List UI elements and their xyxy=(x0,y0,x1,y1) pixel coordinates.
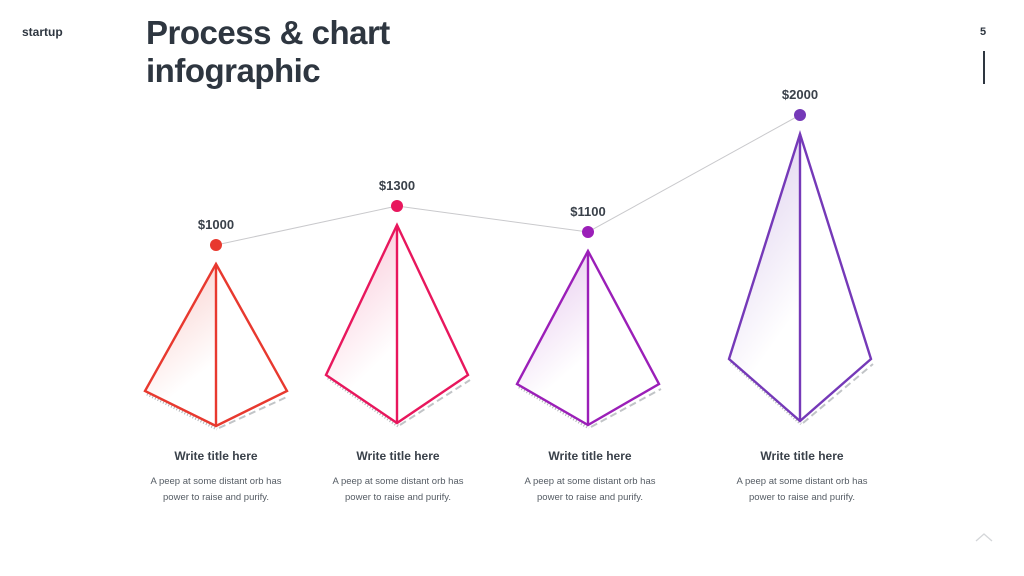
page-number-divider xyxy=(983,51,985,84)
item-body-3: A peep at some distant orb has power to … xyxy=(500,474,680,506)
pyramid-shadow-right-4 xyxy=(802,363,874,424)
item-caption-2: Write title here A peep at some distant … xyxy=(308,449,488,506)
item-body-1: A peep at some distant orb has power to … xyxy=(126,474,306,506)
item-body-1-line-1: A peep at some distant orb has xyxy=(150,476,282,487)
data-point-2 xyxy=(391,200,403,212)
series-line xyxy=(215,114,801,246)
data-label-3: $1100 xyxy=(570,204,605,219)
pyramid-shadow-right-3 xyxy=(590,388,662,428)
data-point-4 xyxy=(794,109,806,121)
pyramid-face-2 xyxy=(326,225,397,423)
pyramid-shadow-left-2 xyxy=(327,376,399,428)
item-title-1: Write title here xyxy=(174,449,258,463)
item-body-2-line-2: power to raise and purify. xyxy=(345,492,451,503)
item-body-2: A peep at some distant orb has power to … xyxy=(308,474,488,506)
pyramid-face-4 xyxy=(729,134,800,421)
item-body-4-line-2: power to raise and purify. xyxy=(749,492,855,503)
pyramid-shadow-right-1 xyxy=(218,395,290,429)
item-body-1-line-2: power to raise and purify. xyxy=(163,492,269,503)
pyramid-shadow-left-1 xyxy=(146,392,218,431)
data-point-3 xyxy=(582,226,594,238)
item-title-3: Write title here xyxy=(548,449,632,463)
data-point-1 xyxy=(210,239,222,251)
item-caption-1: Write title here A peep at some distant … xyxy=(126,449,306,506)
data-label-2: $1300 xyxy=(379,178,415,193)
page-number: 5 xyxy=(979,26,987,38)
pyramid-face-1 xyxy=(145,264,216,426)
item-title-4: Write title here xyxy=(760,449,844,463)
chevron-up-icon[interactable] xyxy=(974,531,994,543)
item-body-4: A peep at some distant orb has power to … xyxy=(712,474,892,506)
brand-name: startup xyxy=(22,25,63,39)
page-title: Process & chart infographic xyxy=(146,14,390,90)
page-title-line-1: Process & chart xyxy=(146,14,390,51)
data-label-1: $1000 xyxy=(198,217,234,232)
item-body-3-line-1: A peep at some distant orb has xyxy=(524,476,656,487)
item-body-3-line-2: power to raise and purify. xyxy=(537,492,643,503)
data-label-4: $2000 xyxy=(782,87,818,102)
item-caption-3: Write title here A peep at some distant … xyxy=(500,449,680,506)
item-body-4-line-1: A peep at some distant orb has xyxy=(736,476,868,487)
item-caption-4: Write title here A peep at some distant … xyxy=(712,449,892,506)
pyramid-shadow-right-2 xyxy=(399,379,471,426)
item-title-2: Write title here xyxy=(356,449,440,463)
page-title-line-2: infographic xyxy=(146,52,321,89)
item-body-2-line-1: A peep at some distant orb has xyxy=(332,476,464,487)
pyramid-face-3 xyxy=(517,251,588,425)
